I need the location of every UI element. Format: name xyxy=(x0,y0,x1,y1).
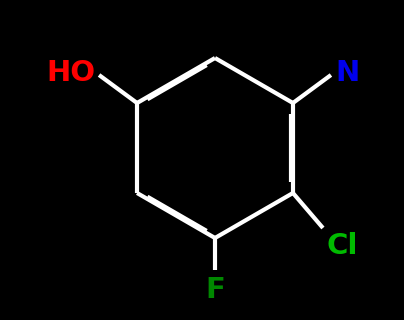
Text: HO: HO xyxy=(46,59,95,87)
Text: N: N xyxy=(335,59,359,87)
Text: F: F xyxy=(205,276,225,304)
Text: Cl: Cl xyxy=(327,232,358,260)
